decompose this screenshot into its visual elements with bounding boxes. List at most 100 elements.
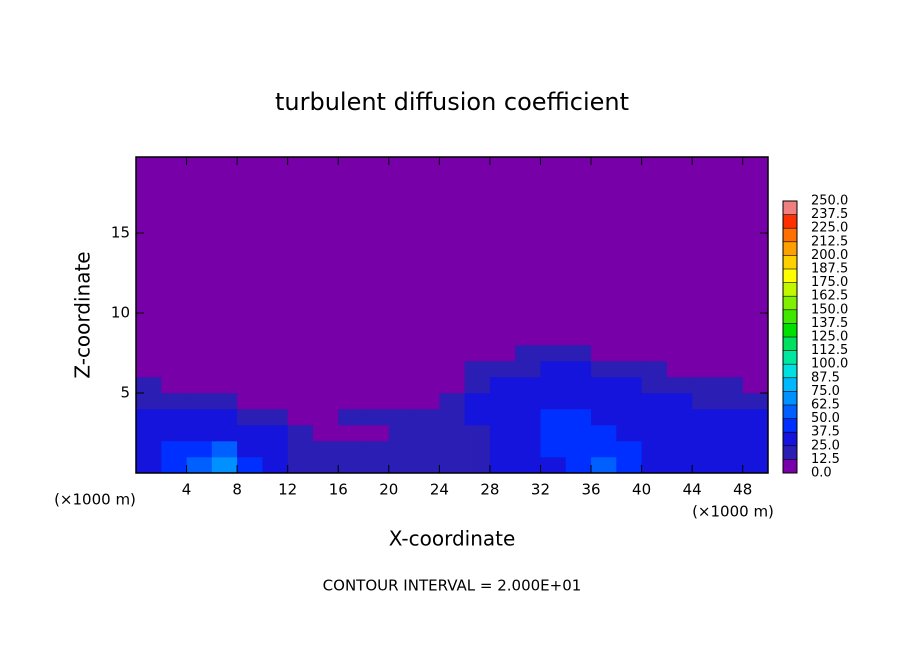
contour-cell [388, 345, 415, 362]
contour-cell [237, 345, 263, 362]
contour-cell [666, 345, 693, 362]
contour-cell [211, 361, 238, 378]
colorbar-swatch [783, 309, 797, 324]
contour-cell [414, 393, 440, 410]
contour-cell [439, 409, 465, 426]
contour-cell [237, 329, 263, 346]
contour-cell [489, 457, 516, 474]
contour-cell [237, 409, 263, 426]
contour-cell [388, 409, 415, 426]
contour-cell [717, 441, 744, 458]
contour-cell [338, 345, 364, 362]
contour-cell [692, 345, 718, 362]
contour-cell [287, 345, 314, 362]
contour-cell [287, 361, 314, 378]
contour-cell [591, 361, 617, 378]
contour-cell [591, 457, 617, 474]
contour-cell [742, 329, 769, 346]
contour-cell [439, 329, 465, 346]
colorbar-label: 87.5 [811, 370, 840, 385]
colorbar-swatch [783, 214, 797, 229]
contour-cell [338, 457, 364, 474]
contour-cell [161, 361, 187, 378]
contour-cell [237, 425, 263, 442]
colorbar-swatch [783, 282, 797, 297]
contour-cell [666, 377, 693, 394]
colorbar-swatch [783, 201, 797, 215]
contour-cell [414, 425, 440, 442]
contour-cell [540, 361, 567, 378]
contour-cell [338, 409, 364, 426]
contour-cell [489, 393, 516, 410]
x-tick-label: 4 [182, 481, 192, 499]
colorbar-label: 12.5 [811, 452, 840, 467]
contour-cell [439, 457, 465, 474]
contour-cell [439, 361, 465, 378]
y-tick-label: 5 [120, 384, 130, 402]
contour-cell [742, 457, 769, 474]
contour-cell [666, 457, 693, 474]
contour-cell [515, 377, 541, 394]
contour-cell [388, 441, 415, 458]
contour-cell [388, 457, 415, 474]
contour-cell [591, 393, 617, 410]
contour-cell [717, 377, 744, 394]
contour-cell [186, 393, 213, 410]
contour-cell [262, 345, 288, 362]
contour-cell [717, 329, 744, 346]
contour-cell [262, 361, 288, 378]
y-tick-label: 15 [111, 224, 130, 242]
contour-cell [388, 329, 415, 346]
contour-cell [439, 377, 465, 394]
contour-cell [641, 361, 668, 378]
colorbar-swatch [783, 323, 797, 337]
x-tick-label: 28 [480, 481, 499, 499]
contour-cell [161, 457, 187, 474]
x-unit-right: (×1000 m) [692, 503, 774, 521]
contour-cell [211, 457, 238, 474]
contour-cell [565, 329, 592, 346]
contour-cell [666, 361, 693, 378]
contour-cell [641, 393, 668, 410]
contour-cell [388, 425, 415, 442]
contour-cell [565, 441, 592, 458]
contour-cell [262, 425, 288, 442]
contour-cell [565, 361, 592, 378]
contour-cell [312, 409, 339, 426]
colorbar-label: 112.5 [811, 343, 848, 358]
contour-cell [489, 409, 516, 426]
contour-cell [186, 457, 213, 474]
contour-cell [692, 377, 718, 394]
contour-cell [540, 425, 567, 442]
x-tick-label: 40 [632, 481, 651, 499]
contour-cell [641, 457, 668, 474]
colorbar-label: 187.5 [811, 262, 848, 277]
contour-cell [161, 409, 187, 426]
contour-cell [287, 329, 314, 346]
contour-cell [641, 329, 668, 346]
contour-cell [515, 329, 541, 346]
contour-cell [211, 329, 238, 346]
contour-cell [464, 409, 491, 426]
contour-cell [692, 457, 718, 474]
contour-cell [641, 409, 668, 426]
contour-cell [692, 441, 718, 458]
x-tick-label: 24 [430, 481, 449, 499]
contour-cell [515, 425, 541, 442]
contour-cell [742, 425, 769, 442]
colorbar-label: 37.5 [811, 425, 840, 440]
contour-cell [186, 329, 213, 346]
contour-cell [186, 345, 213, 362]
contour-cell [136, 377, 162, 394]
colorbar-label: 237.5 [811, 207, 848, 222]
contour-cell [515, 457, 541, 474]
contour-cell [742, 377, 769, 394]
contour-cell [363, 409, 390, 426]
colorbar-swatch [783, 364, 797, 378]
contour-cell [388, 361, 415, 378]
contour-cell [363, 377, 390, 394]
colorbar-swatch [783, 241, 797, 256]
contour-cell [616, 457, 642, 474]
contour-cell [591, 425, 617, 442]
